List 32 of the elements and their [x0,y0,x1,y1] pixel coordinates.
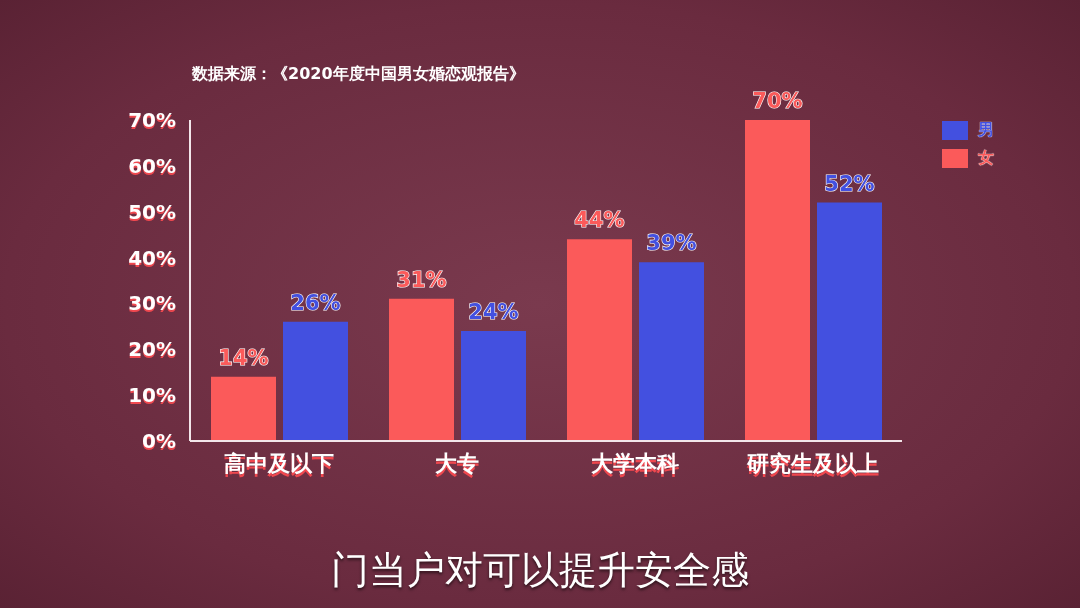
bar [639,262,704,441]
y-tick-label: 10% [128,383,176,408]
bar [211,376,276,441]
data-label: 70% [752,89,803,113]
data-label: 26% [290,290,341,315]
data-label: 24% [468,299,519,324]
y-tick-label: 60% [128,153,176,178]
legend-label: 男 [978,119,994,141]
data-label: 44% [574,208,625,233]
bar [745,120,810,441]
y-tick-label: 0% [142,429,176,453]
bar [817,202,882,441]
text: 门当户对可以提升安全感 [330,547,750,594]
x-tick-label: 大专 [435,451,479,476]
data-label: 31% [396,267,447,292]
y-tick-label: 20% [128,337,176,362]
bar [283,321,348,441]
y-tick-label: 30% [128,291,176,316]
x-tick-label: 高中及以下 [224,451,334,476]
legend-label: 女 [978,147,994,169]
x-tick-label: 大学本科 [591,451,679,476]
bar [389,298,454,441]
x-tick-label: 研究生及以上 [746,451,879,476]
data-label: 14% [218,345,269,370]
data-label: 39% [646,231,697,256]
y-tick-label: 50% [128,199,176,224]
y-tick-label: 70% [128,108,176,132]
bar [461,330,526,441]
bar [567,239,632,441]
data-label: 52% [824,171,875,196]
source-note: 数据来源：《2020年度中国男女婚恋观报告》 [192,64,525,85]
y-tick-label: 40% [128,245,176,270]
